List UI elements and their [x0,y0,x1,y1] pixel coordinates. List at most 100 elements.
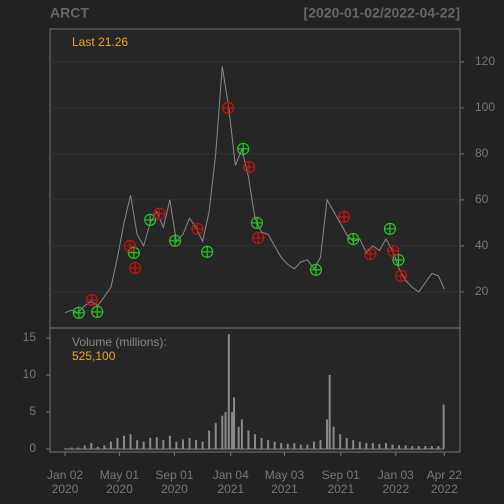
volume-bar [384,443,387,450]
volume-bar [155,437,158,450]
volume-bar [149,437,152,450]
signal-marker [129,261,142,275]
volume-label: Volume (millions): [72,335,167,349]
volume-bar [299,444,302,450]
volume-bar [208,430,211,450]
volume-bar [293,443,296,450]
volume-bar [168,435,171,450]
y-tick-label: 60 [475,192,489,206]
volume-bar [129,434,132,450]
x-tick-label: May 01 2020 [100,468,140,496]
volume-bar [437,446,440,450]
signal-marker [383,222,397,235]
volume-bar [358,441,361,450]
volume-bar [254,434,256,450]
volume-bar [201,441,204,450]
volume-bar [231,412,234,450]
x-tick-label: Jan 04 2021 [213,468,249,496]
volume-bar [319,440,322,450]
volume-bar [96,446,99,450]
volume-bar [339,434,342,450]
volume-bar [103,445,106,450]
volume-bar [64,448,67,450]
volume-bar [175,441,178,450]
signal-marker [250,216,264,229]
last-value: Last 21.26 [72,35,128,49]
volume-bar [116,437,119,450]
volume-bar [224,412,227,450]
volume-bar [286,443,289,450]
y-tick-label: 5 [29,404,36,418]
volume-bar [123,435,126,450]
signal-marker [392,253,405,267]
y-tick-label: 20 [475,284,489,298]
volume-bar [83,445,86,450]
volume-bar [237,426,240,450]
signal-marker [91,305,104,318]
y-tick-label: 0 [29,441,36,455]
signal-marker [85,293,99,307]
volume-bar [260,437,263,450]
signal-marker [364,247,377,261]
y-tick-label: 100 [475,100,495,114]
volume-bar [273,441,276,450]
signal-marker [201,245,214,258]
volume-bar [378,443,381,450]
volume-bar [312,441,315,450]
volume-bar [70,447,73,450]
volume-bar [332,426,335,450]
volume-bar [181,439,184,450]
volume-bar [328,375,331,450]
volume-bar [280,443,283,450]
signal-marker [123,239,137,252]
volume-bar [345,437,348,450]
volume-bar [267,440,270,450]
y-tick-label: 15 [23,330,37,344]
volume-bar [188,437,191,450]
y-tick-label: 80 [475,146,489,160]
volume-bar [233,397,236,450]
y-tick-label: 120 [475,54,495,68]
x-tick-label: Sep 01 2021 [322,468,360,496]
volume-bar [136,440,139,450]
volume-bar [306,444,309,450]
chart-title: ARCT [50,5,89,21]
volume-bar [227,334,230,450]
signal-marker [153,207,166,220]
volume-bar [424,446,427,450]
volume-panel [49,327,461,453]
y-tick-label: 40 [475,238,489,252]
volume-bar [247,430,250,450]
signal-marker [144,213,157,226]
volume-bar [162,440,165,450]
volume-bar [371,443,374,450]
signal-marker [243,160,256,174]
volume-bar [109,441,112,450]
volume-bar [221,415,224,450]
volume-bar [391,444,394,450]
y-tick-label: 10 [23,367,37,381]
x-tick-label: Sep 01 2020 [155,468,193,496]
price-panel [49,28,461,329]
volume-bar [365,443,368,450]
volume-bar [417,446,420,450]
volume-bar [195,440,198,450]
signal-marker [72,306,85,319]
signal-marker [168,234,182,247]
volume-bar [430,446,433,450]
signal-marker [337,210,351,224]
volume-value: 525,100 [72,349,116,363]
volume-bar [240,419,243,450]
volume-bar [77,447,80,450]
signal-marker [347,232,360,246]
signal-marker [394,269,408,282]
volume-bar [326,419,329,450]
signal-marker [309,263,323,276]
volume-bar [352,440,355,450]
signal-marker [222,101,235,114]
date-range: [2020-01-02/2022-04-22] [304,5,460,21]
volume-bar [442,404,445,450]
signal-marker [237,142,250,155]
volume-bar [411,446,414,450]
volume-bar [214,423,217,450]
